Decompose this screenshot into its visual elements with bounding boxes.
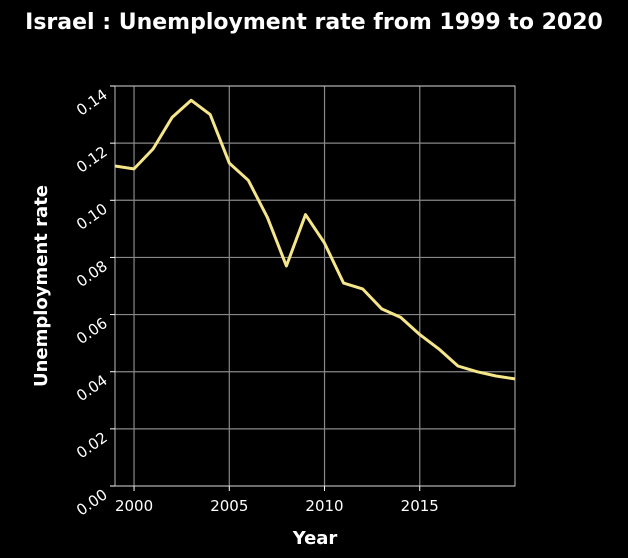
grid-lines — [115, 85, 515, 487]
y-tick-label: 0.00 — [73, 485, 111, 519]
x-tick-label: 2010 — [305, 497, 343, 515]
series-line — [114, 98, 516, 381]
plot-frame — [114, 85, 516, 487]
x-tick-label: 2000 — [115, 497, 153, 515]
y-tick-label: 0.12 — [73, 143, 111, 177]
y-tick-label: 0.04 — [73, 371, 111, 405]
y-axis-ticks: 0.00 0.02 0.04 0.06 0.08 0.10 0.12 0.14 — [73, 85, 115, 519]
x-tick-label: 2015 — [401, 497, 439, 515]
y-axis-label: Unemployment rate — [31, 185, 52, 387]
chart-title: Israel : Unemployment rate from 1999 to … — [25, 10, 603, 35]
y-tick-label: 0.14 — [73, 85, 111, 119]
y-tick-label: 0.02 — [73, 428, 111, 462]
x-axis-label: Year — [292, 528, 338, 549]
x-axis-ticks: 2000 2005 2010 2015 — [115, 486, 439, 515]
y-tick-label: 0.06 — [73, 314, 111, 348]
y-tick-label: 0.10 — [73, 200, 111, 234]
y-tick-label: 0.08 — [73, 257, 111, 291]
x-tick-label: 2005 — [210, 497, 248, 515]
